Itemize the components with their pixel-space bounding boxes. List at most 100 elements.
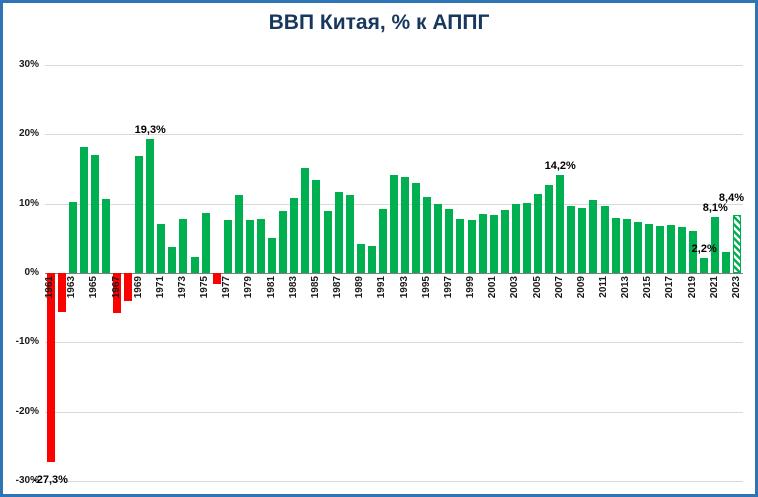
gridline [45, 342, 743, 344]
bar-2020 [700, 257, 709, 273]
bar-1979 [245, 220, 254, 273]
x-tick-label: 2007 [553, 276, 565, 299]
data-label: 19,3% [134, 124, 166, 137]
bar-1973 [179, 218, 188, 273]
bar-1977 [223, 220, 232, 273]
x-tick-label: 1989 [354, 276, 366, 299]
gridline [45, 481, 743, 482]
y-tick-label: -10% [15, 336, 39, 348]
bar-1970 [146, 139, 155, 273]
bar-2016 [655, 225, 664, 273]
x-tick-label: 2017 [664, 276, 676, 299]
x-tick-label: 2001 [487, 276, 499, 299]
x-tick-label: 1997 [442, 276, 454, 299]
bar-2009 [578, 207, 587, 273]
y-tick-label: 20% [18, 128, 39, 140]
x-tick-label: 1987 [332, 276, 344, 299]
data-label: 8,4% [718, 191, 744, 204]
y-tick-label: -20% [15, 405, 39, 417]
bar-1962 [57, 273, 66, 312]
y-axis-labels: 30% 20% 10% 0% -10% -20% -30% [3, 3, 41, 494]
x-tick-label: 2005 [531, 276, 543, 299]
data-label: 8,1% [702, 201, 728, 214]
bar-1987 [334, 191, 343, 273]
bar-1981 [268, 237, 277, 273]
x-tick-label: 1971 [154, 276, 166, 299]
y-tick-label: 30% [18, 59, 39, 70]
y-tick-label: -30% [15, 475, 39, 486]
bar-2001 [489, 215, 498, 273]
bar-1991 [378, 208, 387, 273]
bar-2011 [600, 206, 609, 273]
bar-2022 [722, 252, 731, 273]
bar-1984 [301, 167, 310, 273]
x-tick-label: 2015 [642, 276, 654, 299]
bar-2007 [556, 174, 565, 273]
bar-1989 [356, 243, 365, 273]
bar-1982 [279, 210, 288, 273]
x-tick-label: 2011 [598, 276, 609, 298]
zero-axis-line [45, 273, 743, 274]
bar-2015 [644, 224, 653, 273]
bar-1988 [345, 195, 354, 273]
bar-2023 [733, 214, 742, 273]
x-tick-label: 2003 [509, 276, 521, 299]
data-label: 14,2% [544, 159, 576, 172]
x-tick-label: 1965 [88, 276, 100, 299]
chart-title: ВВП Китая, % к АППГ [268, 11, 490, 34]
bar-1964 [79, 146, 88, 273]
bar-2002 [500, 209, 509, 273]
bar-1972 [168, 246, 177, 273]
x-tick-label: 1963 [66, 276, 78, 299]
bar-1980 [257, 218, 266, 273]
bar-1983 [290, 198, 299, 273]
bar-1998 [456, 218, 465, 273]
x-tick-label: 1985 [309, 276, 321, 299]
bar-1995 [423, 196, 432, 273]
bar-1963 [68, 202, 77, 273]
x-tick-label: 1977 [221, 276, 233, 299]
x-tick-label: 1999 [465, 276, 477, 299]
x-tick-label: 1995 [420, 276, 432, 299]
gridline [45, 134, 743, 136]
x-tick-label: 2013 [620, 276, 632, 299]
bar-2006 [545, 184, 554, 273]
bar-1961 [46, 273, 55, 463]
x-tick-label: 2019 [686, 276, 698, 299]
bar-1999 [467, 219, 476, 273]
bar-2004 [522, 202, 531, 273]
bar-1992 [390, 174, 398, 273]
x-tick-label: 1973 [176, 276, 188, 299]
bar-1976 [212, 273, 221, 285]
bar-1993 [401, 176, 410, 273]
bar-1965 [90, 155, 99, 273]
bar-1997 [445, 209, 454, 273]
bar-2014 [633, 221, 642, 273]
bar-1967 [113, 273, 122, 313]
x-tick-label: 2009 [575, 276, 587, 299]
bar-1966 [101, 198, 110, 273]
x-tick-label: 1969 [132, 276, 144, 299]
bar-2021 [711, 216, 720, 273]
bar-2017 [666, 225, 675, 273]
x-tick-label: 1991 [376, 276, 388, 299]
bar-2008 [567, 205, 576, 273]
bar-2013 [622, 218, 631, 273]
x-tick-label: 1983 [287, 276, 299, 299]
bar-2012 [611, 218, 620, 273]
bar-1996 [434, 204, 443, 273]
bar-1994 [412, 182, 421, 273]
y-tick-label: 10% [18, 197, 39, 209]
x-tick-label: 1979 [243, 276, 255, 299]
x-tick-label: 1981 [265, 276, 277, 299]
bar-1968 [124, 273, 133, 302]
x-tick-label: 1967 [110, 276, 122, 299]
gridline [45, 65, 743, 66]
x-tick-label: 1961 [44, 276, 56, 299]
bar-1978 [234, 194, 243, 273]
bar-2003 [511, 203, 520, 273]
bar-1974 [190, 257, 199, 273]
x-tick-label: 2021 [708, 276, 720, 299]
bar-2019 [689, 231, 698, 273]
